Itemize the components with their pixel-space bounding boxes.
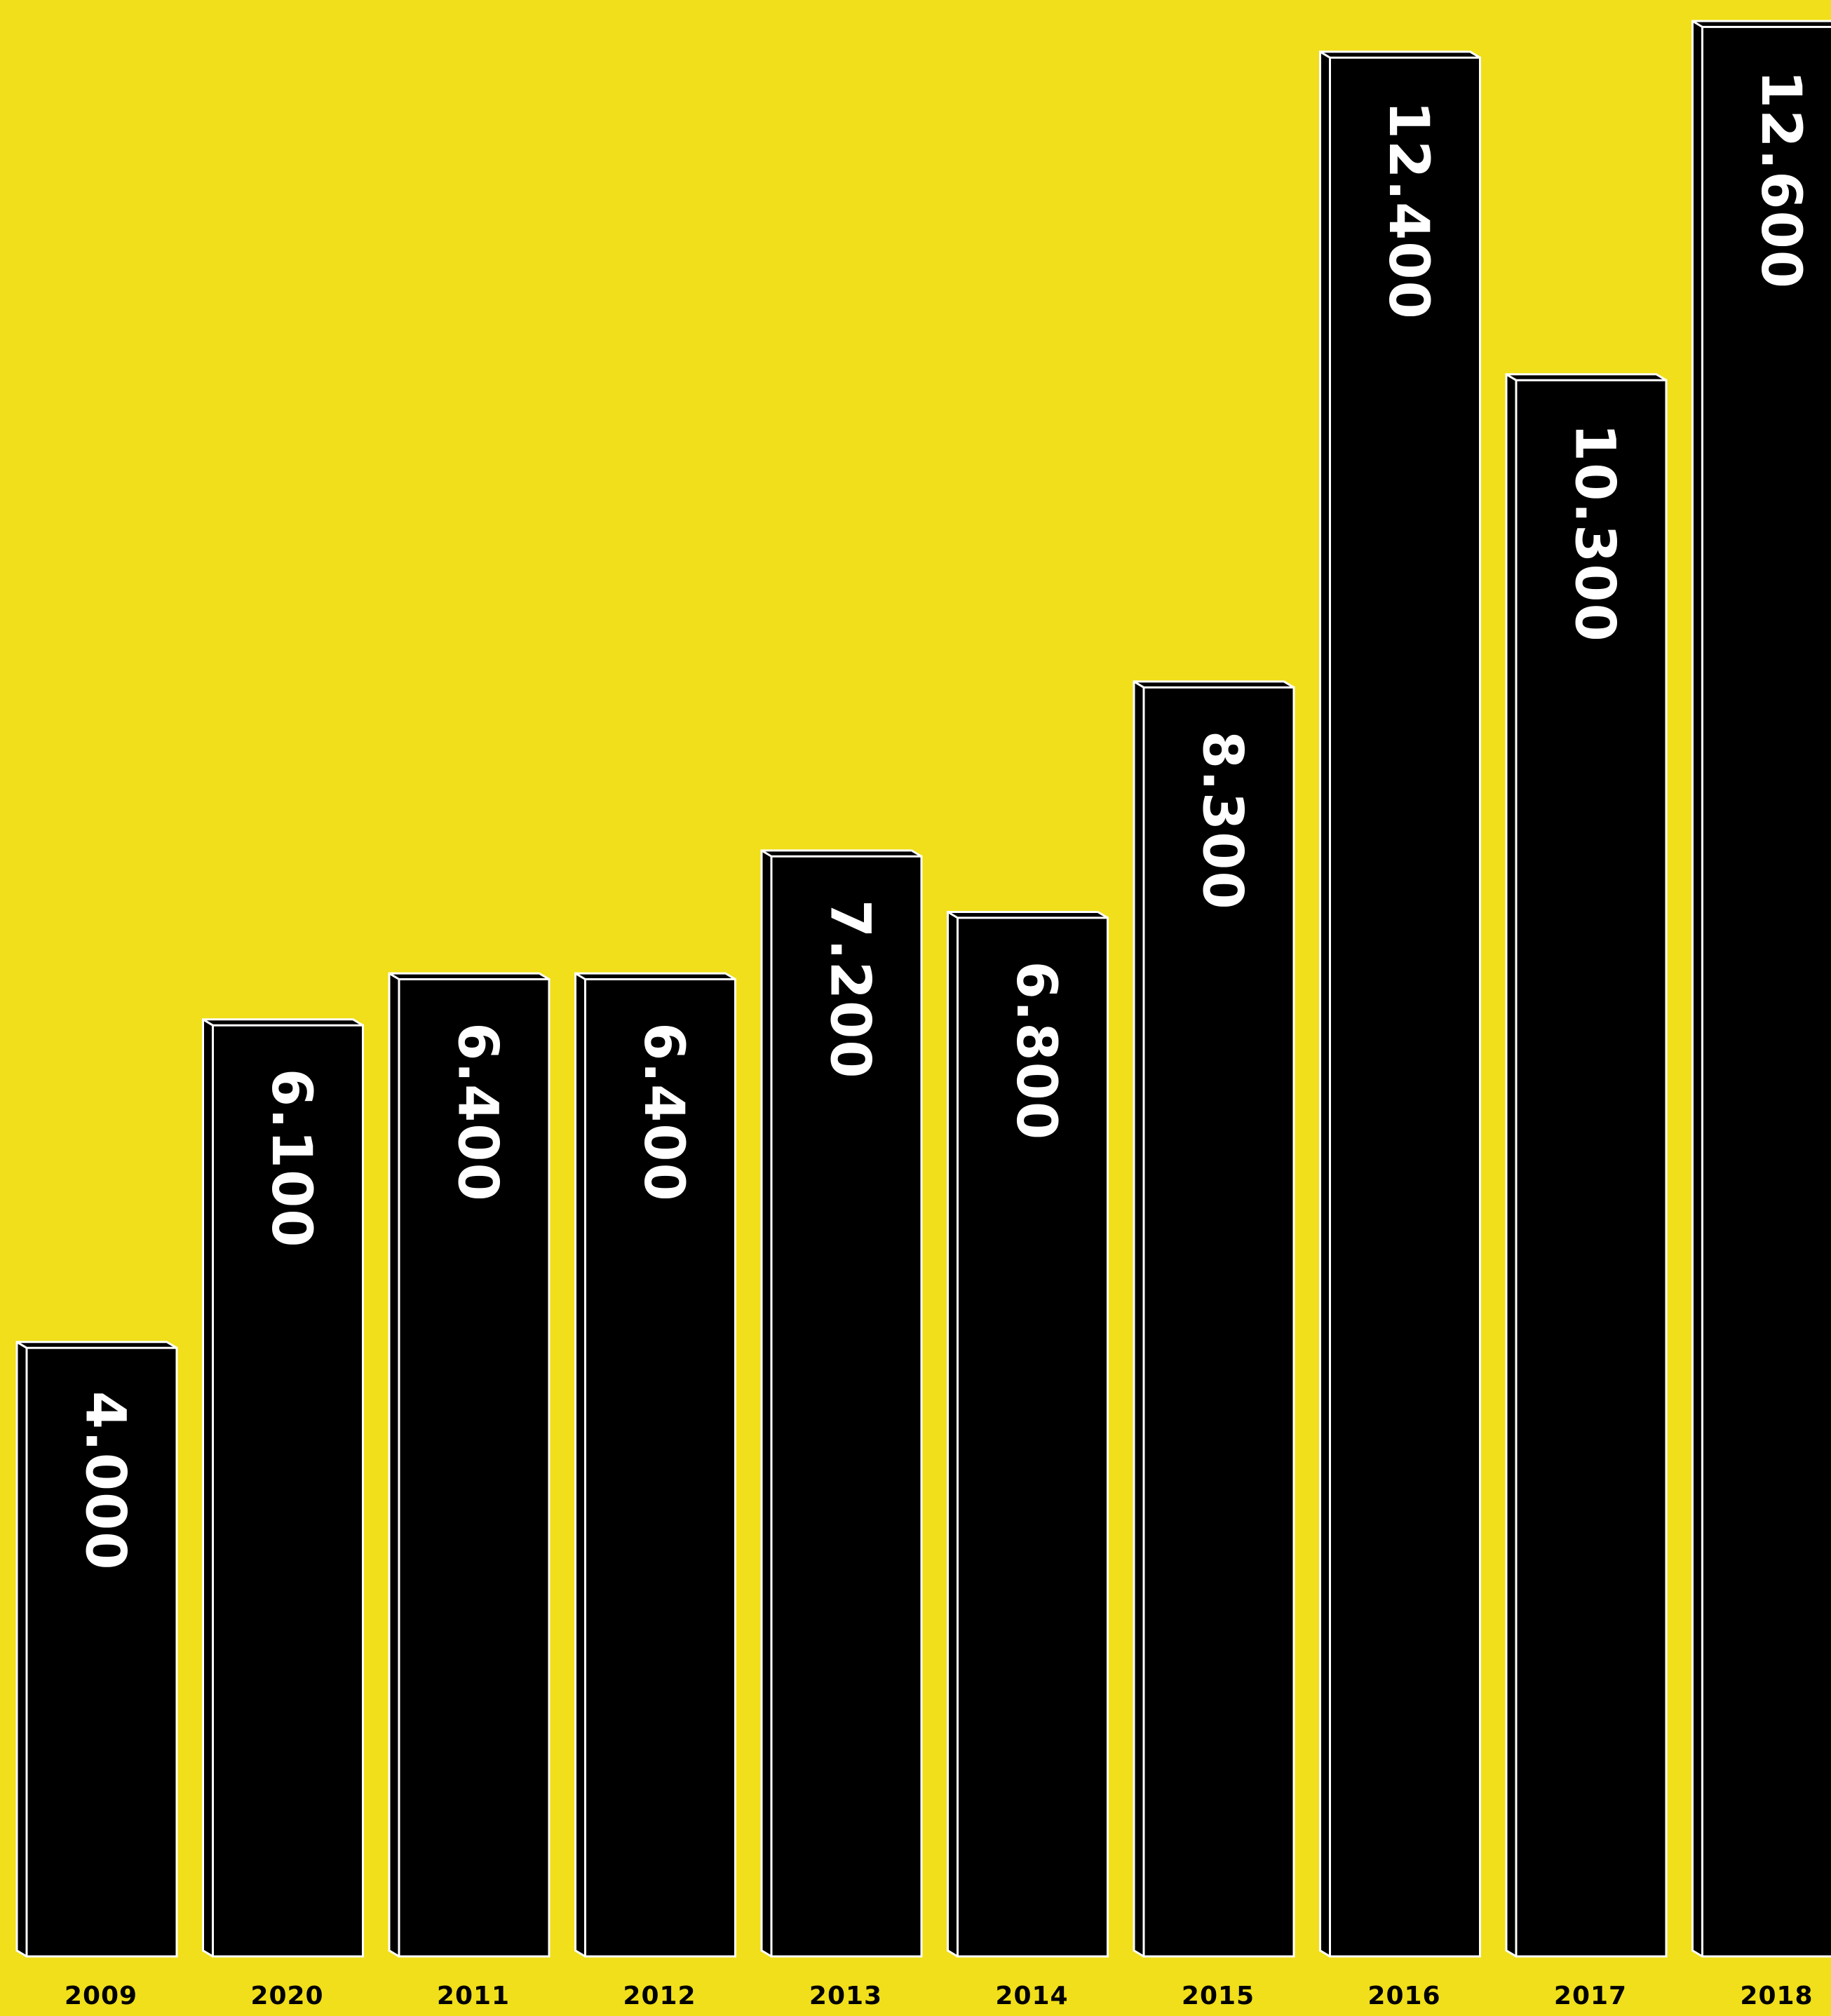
- bar-edge: [389, 972, 400, 980]
- year-label-2020: 2020: [250, 1982, 323, 2010]
- bar-face: [1701, 25, 1831, 1958]
- value-label-2009: 4.000: [74, 1391, 137, 1571]
- bar-face: [957, 916, 1109, 1958]
- value-label-2020: 6.100: [259, 1069, 323, 1249]
- bar-edge: [202, 1018, 214, 1027]
- bar-face: [1142, 686, 1295, 1958]
- bar-2016: 12.400: [1319, 50, 1481, 1958]
- bar-2020: 6.100: [202, 1018, 364, 1958]
- value-label-2012: 6.400: [632, 1022, 695, 1203]
- value-label-2017: 10.300: [1563, 424, 1626, 643]
- bar-2012: 6.400: [574, 972, 736, 1958]
- bar-face: [1329, 56, 1481, 1958]
- value-label-2014: 6.800: [1004, 961, 1067, 1141]
- bar-2017: 10.300: [1505, 373, 1668, 1958]
- bar-2015: 8.300: [1133, 680, 1295, 1958]
- bar-face: [25, 1346, 178, 1958]
- bar-2013: 7.200: [760, 849, 923, 1958]
- bar-2018: 12.600: [1691, 20, 1831, 1958]
- bar-face: [584, 977, 736, 1958]
- year-label-2009: 2009: [65, 1982, 137, 2010]
- year-labels-group: 2009 2020 2011 2012 2013 2014 2015 2016 2017 2018: [65, 1982, 1813, 2010]
- year-label-2013: 2013: [809, 1982, 882, 2010]
- bar-edge: [16, 1341, 27, 1349]
- value-label-2015: 8.300: [1191, 731, 1254, 911]
- year-label-2015: 2015: [1182, 1982, 1255, 2010]
- year-label-2017: 2017: [1554, 1982, 1627, 2010]
- bar-2014: 6.800: [947, 910, 1109, 1958]
- bar-edge: [761, 849, 772, 858]
- year-label-2016: 2016: [1367, 1982, 1440, 2010]
- bar-edge: [1319, 50, 1331, 59]
- value-label-2016: 12.400: [1377, 101, 1440, 320]
- bar-edge: [947, 911, 959, 919]
- bar-face: [1515, 379, 1668, 1958]
- bar-face: [212, 1024, 364, 1958]
- year-label-2018: 2018: [1740, 1982, 1813, 2010]
- bar-2009: 4.000: [15, 1341, 178, 1958]
- year-label-2012: 2012: [623, 1982, 696, 2010]
- bars-group: 4.000 6.100 6.400 6.400 7.200 6.800 8.300 12.40…: [15, 20, 1831, 1958]
- value-label-2013: 7.200: [818, 900, 881, 1080]
- bar-edge: [1133, 680, 1144, 689]
- bar-edge: [1691, 20, 1703, 28]
- bar-edge: [574, 972, 586, 980]
- bar-2011: 6.400: [388, 972, 550, 1958]
- year-label-2014: 2014: [995, 1982, 1068, 2010]
- bar-edge: [1506, 373, 1517, 381]
- bar-face: [770, 855, 923, 1958]
- value-label-2018: 12.600: [1749, 70, 1812, 290]
- year-label-2011: 2011: [437, 1982, 510, 2010]
- value-label-2011: 6.400: [446, 1022, 509, 1203]
- bar-face: [398, 977, 550, 1958]
